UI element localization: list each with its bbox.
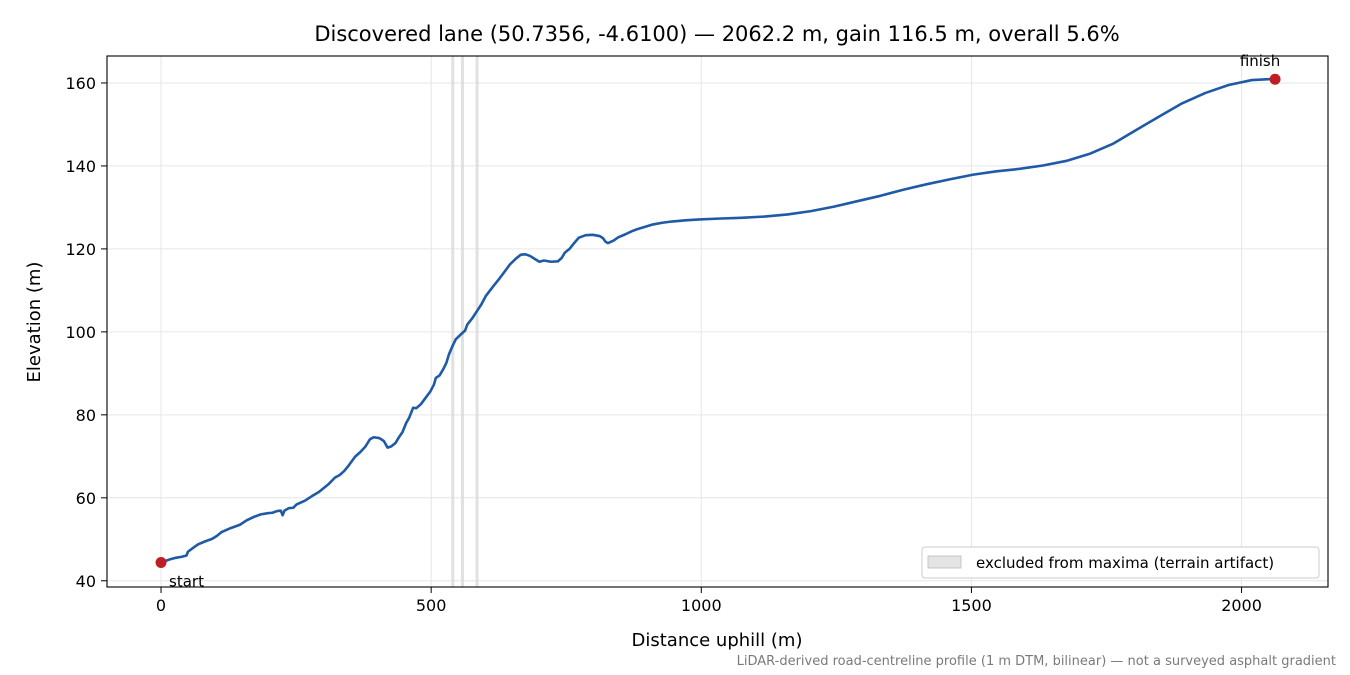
excluded-bands — [451, 56, 479, 587]
chart-title: Discovered lane (50.7356, -4.6100) — 206… — [314, 22, 1119, 46]
x-tick-label: 1500 — [951, 596, 992, 615]
x-tick-label: 1000 — [681, 596, 722, 615]
legend-swatch — [927, 555, 962, 569]
finish-label: finish — [1240, 52, 1280, 70]
start-label: start — [169, 573, 204, 591]
y-tick-label: 80 — [76, 406, 96, 425]
footnote: LiDAR-derived road-centreline profile (1… — [737, 654, 1336, 669]
x-tick-label: 2000 — [1221, 596, 1262, 615]
x-axis-ticks: 0 500 1000 1500 2000 — [156, 587, 1262, 615]
annotation-markers: start finish — [155, 52, 1281, 591]
series-layer — [159, 77, 1277, 564]
y-tick-label: 60 — [76, 489, 96, 508]
y-axis-ticks: 40 60 80 100 120 140 160 — [65, 74, 107, 591]
x-tick-label: 500 — [416, 596, 447, 615]
excluded-band — [451, 56, 455, 587]
elevation-line — [159, 77, 1277, 564]
finish-marker — [1269, 73, 1281, 85]
plot-frame — [106, 55, 1329, 588]
y-tick-label: 140 — [65, 157, 96, 176]
excluded-band — [460, 56, 464, 587]
excluded-band — [475, 56, 479, 587]
start-marker — [155, 557, 167, 569]
y-tick-label: 160 — [65, 74, 96, 93]
x-tick-label: 0 — [156, 596, 166, 615]
y-tick-label: 100 — [65, 323, 96, 342]
x-axis-label: Distance uphill (m) — [632, 630, 803, 651]
legend-label: excluded from maxima (terrain artifact) — [976, 554, 1274, 572]
y-tick-label: 120 — [65, 240, 96, 259]
legend: excluded from maxima (terrain artifact) — [921, 546, 1320, 579]
y-axis-label: Elevation (m) — [24, 262, 45, 383]
y-tick-label: 40 — [76, 572, 96, 591]
legend-box — [921, 546, 1320, 579]
